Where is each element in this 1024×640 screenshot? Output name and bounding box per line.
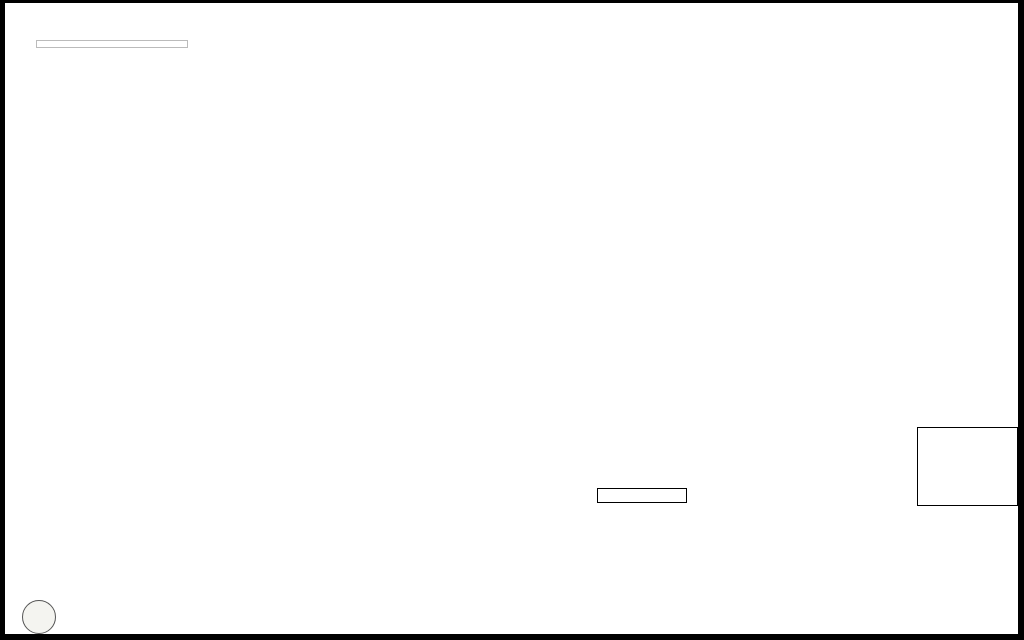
srh-bwd-inset-box (917, 427, 1018, 506)
radar-valid-label (597, 488, 687, 503)
sounderpy-logo (22, 600, 56, 634)
skewt-legend (36, 40, 188, 48)
figure-canvas (5, 3, 1018, 634)
